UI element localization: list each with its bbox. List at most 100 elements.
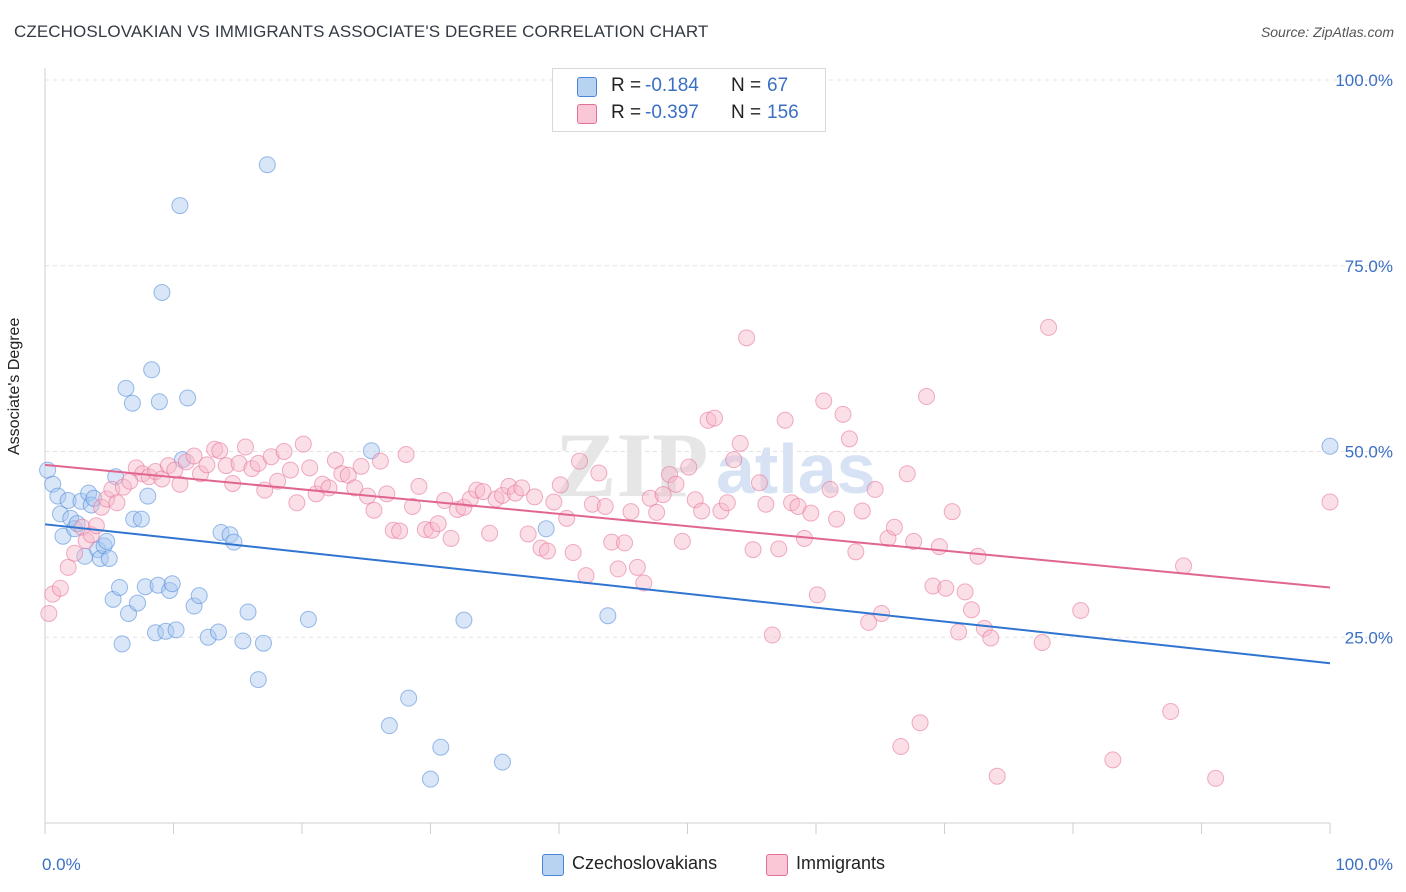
data-point	[718, 494, 736, 512]
trend-line-immigrants	[44, 463, 1331, 589]
data-point	[429, 515, 447, 533]
data-point	[493, 753, 511, 771]
data-point	[432, 738, 450, 756]
data-point	[114, 478, 132, 496]
data-point	[564, 544, 582, 562]
x-tick-label: 100.0%	[1335, 855, 1393, 874]
data-point	[667, 475, 685, 493]
data-point	[143, 361, 161, 379]
data-point	[234, 632, 252, 650]
grid	[45, 79, 1392, 638]
data-point	[628, 558, 646, 576]
data-point	[905, 532, 923, 550]
data-point	[474, 483, 492, 501]
data-point	[442, 529, 460, 547]
correlation-stats-box: R = -0.184 N = 67 R = -0.397 N = 156	[552, 68, 826, 132]
data-point	[892, 737, 910, 755]
czechoslovakians-swatch	[577, 77, 597, 97]
data-point	[211, 442, 229, 460]
data-point	[603, 533, 621, 551]
data-point	[680, 458, 698, 476]
data-point	[1040, 318, 1058, 336]
data-point	[236, 438, 254, 456]
data-point	[558, 509, 576, 527]
watermark: ZIP atlas	[555, 414, 876, 516]
data-point	[654, 486, 672, 504]
data-point	[136, 578, 154, 596]
chart-title: CZECHOSLOVAKIAN VS IMMIGRANTS ASSOCIATE'…	[14, 22, 709, 41]
legend-label: Immigrants	[796, 853, 886, 873]
data-point	[885, 518, 903, 536]
data-point	[537, 520, 555, 538]
data-point	[117, 379, 135, 397]
data-point	[1207, 769, 1225, 787]
data-point	[918, 388, 936, 406]
data-point	[538, 542, 556, 560]
data-point	[225, 533, 243, 551]
legend-label: Czechoslovakians	[572, 853, 718, 873]
data-point	[288, 494, 306, 512]
data-point	[1162, 703, 1180, 721]
data-point	[98, 532, 116, 550]
data-point	[1321, 493, 1339, 511]
data-point	[622, 503, 640, 521]
data-point	[185, 447, 203, 465]
data-point	[400, 689, 418, 707]
tick-labels: 25.0% 50.0% 75.0% 100.0% 0.0% 100.0%	[42, 71, 1393, 874]
data-point	[98, 490, 116, 508]
data-point	[346, 479, 364, 497]
data-point	[51, 505, 69, 523]
data-point	[198, 456, 216, 474]
data-point	[924, 577, 942, 595]
data-point	[380, 717, 398, 735]
data-point	[847, 543, 865, 561]
data-point	[956, 583, 974, 601]
data-point	[661, 466, 679, 484]
data-point	[599, 607, 617, 625]
data-point	[254, 634, 272, 652]
data-point	[590, 464, 608, 482]
r-value: -0.397	[645, 102, 699, 123]
data-point	[641, 489, 659, 507]
data-point	[596, 497, 614, 515]
data-point	[583, 495, 601, 513]
data-point	[384, 521, 402, 539]
data-point	[1321, 437, 1339, 455]
r-label: R =	[611, 75, 642, 96]
stat-row-czechoslovakians: R = -0.184 N = 67	[553, 74, 825, 100]
data-point	[391, 522, 409, 540]
legend-swatch-immigrants	[766, 854, 788, 876]
y-tick-label: 100.0%	[1335, 71, 1393, 90]
data-point	[91, 549, 109, 567]
data-point	[635, 574, 653, 592]
data-point	[59, 492, 77, 510]
data-point	[937, 579, 955, 597]
data-point	[840, 430, 858, 448]
data-point	[127, 459, 145, 477]
data-point	[275, 443, 293, 460]
data-point	[930, 538, 948, 556]
data-point	[132, 510, 150, 528]
data-point	[249, 671, 267, 689]
n-value: 156	[767, 102, 799, 123]
axes	[44, 68, 1331, 834]
data-point	[519, 525, 537, 543]
data-point	[763, 626, 781, 644]
data-point	[493, 486, 511, 504]
data-point	[468, 481, 486, 499]
series-immigrants	[40, 318, 1339, 787]
data-point	[551, 476, 569, 494]
data-point	[898, 465, 916, 483]
data-point	[397, 445, 415, 463]
data-point	[111, 578, 129, 596]
data-point	[59, 558, 77, 576]
data-point	[191, 465, 209, 483]
r-label: R =	[611, 102, 642, 123]
data-point	[738, 329, 756, 347]
data-point	[281, 461, 299, 479]
data-point	[860, 613, 878, 631]
data-point	[526, 488, 544, 506]
data-point	[108, 494, 126, 512]
data-point	[258, 156, 276, 174]
data-point	[239, 603, 257, 621]
